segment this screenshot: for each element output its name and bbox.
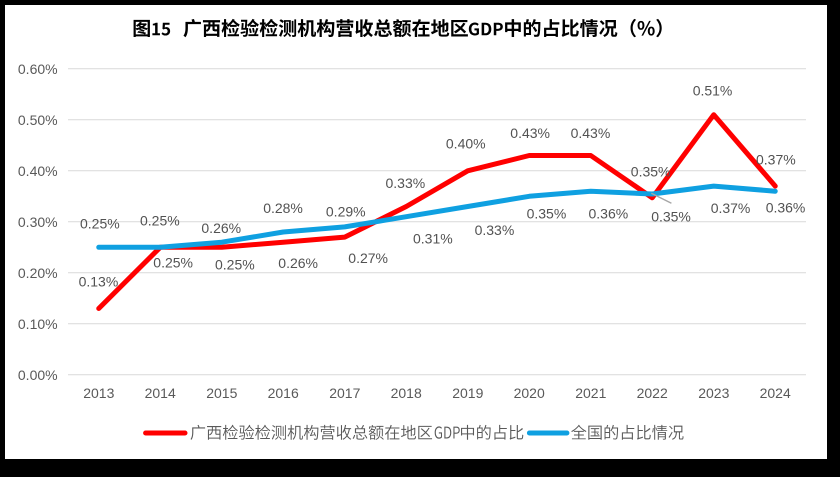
svg-text:2018: 2018 [391,385,422,401]
svg-text:2020: 2020 [514,385,545,401]
svg-text:2021: 2021 [575,385,606,401]
svg-text:0.00%: 0.00% [18,367,58,383]
svg-text:0.36%: 0.36% [589,206,629,222]
svg-text:2023: 2023 [698,385,729,401]
svg-text:2017: 2017 [329,385,360,401]
svg-text:0.60%: 0.60% [18,61,58,77]
svg-text:0.26%: 0.26% [201,220,241,236]
svg-text:0.13%: 0.13% [79,274,119,290]
svg-text:0.27%: 0.27% [348,250,388,266]
svg-text:0.29%: 0.29% [326,204,366,220]
svg-text:0.40%: 0.40% [446,136,486,152]
svg-text:0.33%: 0.33% [386,175,426,191]
svg-text:0.35%: 0.35% [631,163,671,179]
svg-text:0.25%: 0.25% [153,254,193,270]
svg-text:0.33%: 0.33% [475,222,515,238]
svg-text:0.25%: 0.25% [140,213,180,229]
svg-text:0.40%: 0.40% [18,163,58,179]
svg-text:0.37%: 0.37% [756,152,796,168]
svg-text:2024: 2024 [760,385,791,401]
svg-text:0.43%: 0.43% [510,125,550,141]
svg-text:0.35%: 0.35% [651,209,691,225]
svg-text:0.31%: 0.31% [413,231,453,247]
svg-text:0.25%: 0.25% [80,216,120,232]
svg-text:0.35%: 0.35% [527,206,567,222]
svg-text:0.51%: 0.51% [693,83,733,99]
svg-text:0.26%: 0.26% [278,255,318,271]
svg-text:2019: 2019 [452,385,483,401]
svg-text:0.10%: 0.10% [18,316,58,332]
svg-text:0.25%: 0.25% [215,257,255,273]
svg-text:0.50%: 0.50% [18,112,58,128]
svg-text:0.30%: 0.30% [18,214,58,230]
svg-text:0.37%: 0.37% [711,200,751,216]
svg-text:2013: 2013 [83,385,114,401]
svg-text:0.36%: 0.36% [766,200,806,216]
svg-text:2022: 2022 [637,385,668,401]
svg-text:0.43%: 0.43% [571,125,611,141]
svg-text:0.20%: 0.20% [18,265,58,281]
svg-text:2016: 2016 [268,385,299,401]
svg-text:2014: 2014 [145,385,176,401]
svg-text:2015: 2015 [206,385,237,401]
svg-text:0.28%: 0.28% [263,200,303,216]
